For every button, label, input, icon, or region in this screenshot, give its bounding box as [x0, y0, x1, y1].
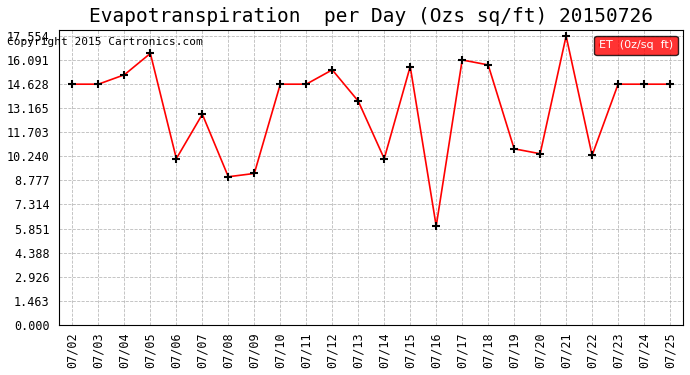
Title: Evapotranspiration  per Day (Ozs sq/ft) 20150726: Evapotranspiration per Day (Ozs sq/ft) 2…: [89, 7, 653, 26]
Legend: ET  (0z/sq  ft): ET (0z/sq ft): [595, 36, 678, 55]
Text: Copyright 2015 Cartronics.com: Copyright 2015 Cartronics.com: [7, 37, 203, 47]
